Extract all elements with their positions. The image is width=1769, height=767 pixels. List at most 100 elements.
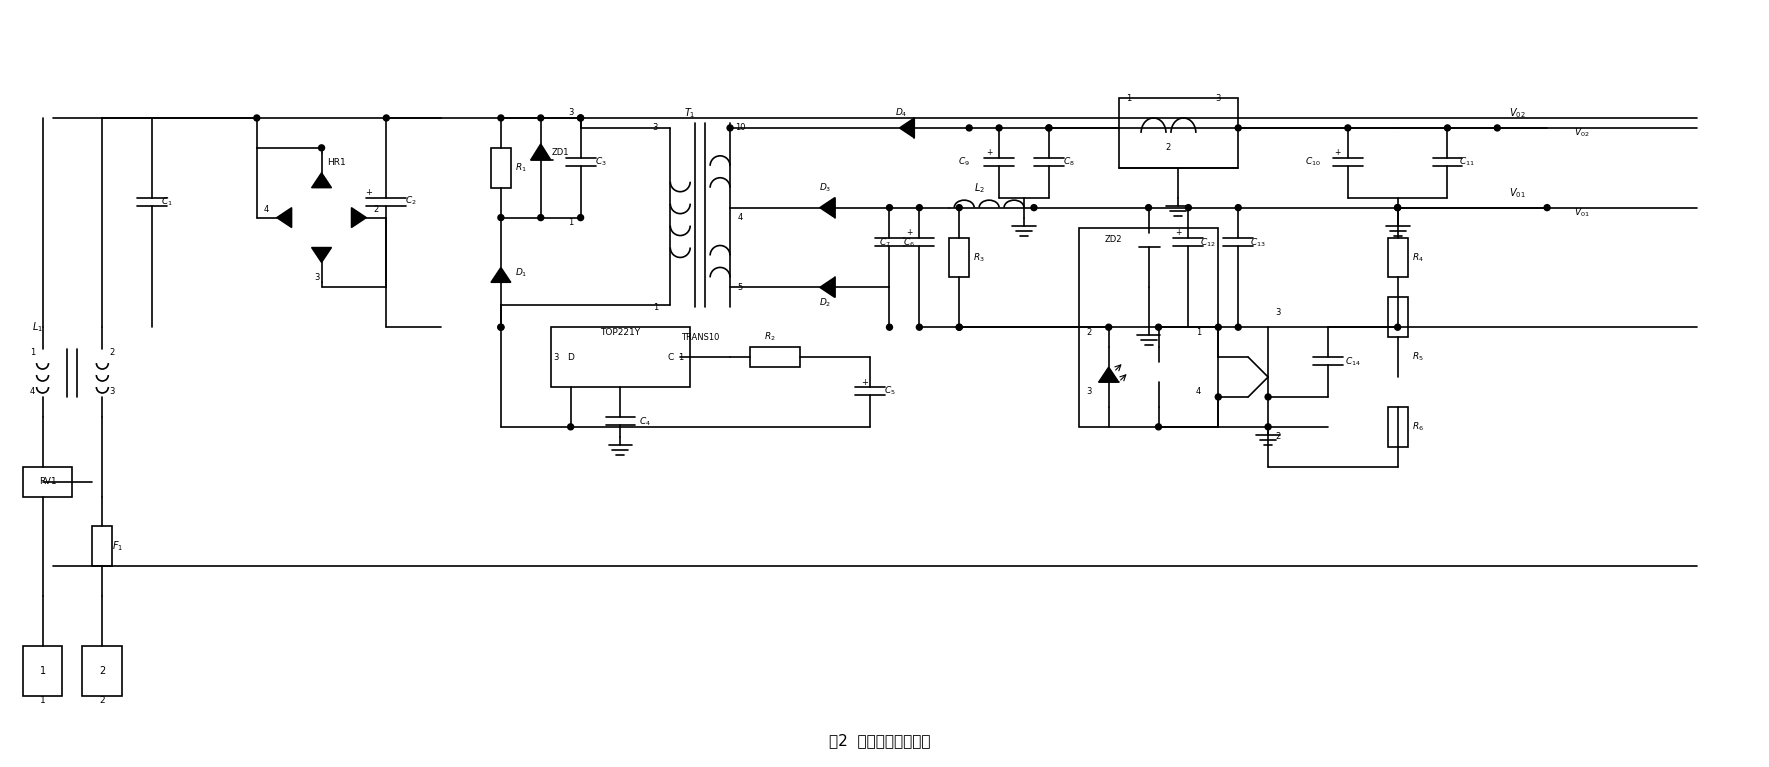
Circle shape bbox=[497, 115, 504, 121]
Text: $C_{13}$: $C_{13}$ bbox=[1251, 236, 1267, 249]
Circle shape bbox=[1235, 324, 1242, 331]
Text: +: + bbox=[906, 228, 913, 237]
Circle shape bbox=[578, 115, 584, 121]
Circle shape bbox=[916, 205, 922, 211]
Text: 图2  仪表开关电源电路: 图2 仪表开关电源电路 bbox=[828, 733, 930, 748]
Bar bbox=[750, 347, 800, 367]
Polygon shape bbox=[492, 268, 511, 282]
Bar bbox=[1387, 238, 1408, 278]
Circle shape bbox=[1394, 324, 1401, 331]
Circle shape bbox=[1544, 205, 1550, 211]
Bar bbox=[550, 328, 690, 387]
Text: 2: 2 bbox=[373, 205, 379, 214]
Circle shape bbox=[497, 324, 504, 331]
Text: +: + bbox=[364, 188, 371, 197]
Text: 1: 1 bbox=[39, 696, 46, 706]
Circle shape bbox=[1146, 324, 1152, 331]
Text: $V_{02}$: $V_{02}$ bbox=[1574, 127, 1590, 139]
Text: $R_5$: $R_5$ bbox=[1412, 351, 1424, 364]
Text: $R_1$: $R_1$ bbox=[515, 162, 527, 174]
Circle shape bbox=[1215, 324, 1221, 331]
Polygon shape bbox=[1139, 232, 1159, 248]
Circle shape bbox=[1215, 394, 1221, 400]
Text: 3: 3 bbox=[1215, 94, 1221, 103]
Circle shape bbox=[957, 205, 962, 211]
Text: 2: 2 bbox=[1275, 433, 1281, 441]
Circle shape bbox=[1235, 205, 1242, 211]
Text: $C_{10}$: $C_{10}$ bbox=[1306, 156, 1321, 168]
Text: $C_5$: $C_5$ bbox=[883, 385, 895, 397]
Circle shape bbox=[568, 424, 573, 430]
Text: $D_2$: $D_2$ bbox=[819, 296, 831, 308]
Circle shape bbox=[538, 215, 543, 221]
Bar bbox=[23, 466, 73, 496]
Text: 10: 10 bbox=[734, 123, 745, 133]
Text: 2: 2 bbox=[1166, 143, 1171, 153]
Text: $V_{01}$: $V_{01}$ bbox=[1574, 206, 1590, 219]
Text: $C_{12}$: $C_{12}$ bbox=[1201, 236, 1215, 249]
Bar bbox=[1387, 407, 1408, 446]
Circle shape bbox=[1185, 205, 1191, 211]
Bar bbox=[1079, 228, 1219, 427]
Text: $V_{02}$: $V_{02}$ bbox=[1509, 106, 1525, 120]
Text: $C_6$: $C_6$ bbox=[904, 236, 915, 249]
Bar bbox=[492, 148, 511, 188]
Text: +: + bbox=[862, 377, 869, 387]
Polygon shape bbox=[1099, 367, 1118, 382]
Circle shape bbox=[538, 115, 543, 121]
Polygon shape bbox=[1268, 328, 1329, 427]
Text: $F_1$: $F_1$ bbox=[111, 539, 122, 553]
Text: $C_7$: $C_7$ bbox=[879, 236, 890, 249]
Text: 1: 1 bbox=[1127, 94, 1130, 103]
Circle shape bbox=[1146, 205, 1152, 211]
Circle shape bbox=[318, 145, 324, 151]
Text: +: + bbox=[1334, 148, 1341, 157]
Circle shape bbox=[957, 324, 962, 331]
Text: $R_2$: $R_2$ bbox=[764, 331, 777, 344]
Text: $C_4$: $C_4$ bbox=[639, 416, 651, 428]
Text: +: + bbox=[985, 148, 992, 157]
Circle shape bbox=[1045, 125, 1053, 131]
Circle shape bbox=[996, 125, 1001, 131]
Circle shape bbox=[1394, 205, 1401, 211]
Circle shape bbox=[727, 125, 732, 131]
Text: 3: 3 bbox=[653, 123, 658, 133]
Circle shape bbox=[578, 215, 584, 221]
Text: $C_1$: $C_1$ bbox=[161, 196, 173, 208]
Text: $C_3$: $C_3$ bbox=[594, 156, 607, 168]
Circle shape bbox=[497, 324, 504, 331]
Text: 2: 2 bbox=[99, 696, 104, 706]
Text: $V_{01}$: $V_{01}$ bbox=[1509, 186, 1525, 199]
Text: 3: 3 bbox=[568, 108, 573, 117]
Polygon shape bbox=[276, 208, 292, 228]
Text: $C_9$: $C_9$ bbox=[959, 156, 969, 168]
Circle shape bbox=[578, 115, 584, 121]
Polygon shape bbox=[1548, 198, 1617, 228]
Polygon shape bbox=[531, 144, 550, 160]
Circle shape bbox=[1155, 424, 1162, 430]
Text: 1: 1 bbox=[678, 353, 683, 361]
Polygon shape bbox=[311, 248, 331, 262]
Text: $R_3$: $R_3$ bbox=[973, 252, 985, 264]
Text: 4: 4 bbox=[264, 205, 269, 214]
Polygon shape bbox=[899, 118, 915, 138]
Text: $D_1$: $D_1$ bbox=[515, 266, 527, 278]
Bar bbox=[83, 646, 122, 696]
Circle shape bbox=[1106, 324, 1111, 331]
Text: 3: 3 bbox=[554, 353, 559, 361]
Circle shape bbox=[1185, 324, 1191, 331]
Text: 3: 3 bbox=[1275, 308, 1281, 317]
Bar bbox=[92, 526, 111, 566]
Text: 3: 3 bbox=[110, 387, 115, 397]
Circle shape bbox=[1445, 125, 1451, 131]
Text: 3: 3 bbox=[313, 273, 318, 282]
Text: 2: 2 bbox=[99, 666, 106, 676]
Text: 3: 3 bbox=[1086, 387, 1091, 397]
Text: $C_2$: $C_2$ bbox=[405, 194, 417, 207]
Text: 2: 2 bbox=[110, 347, 115, 357]
Circle shape bbox=[1235, 125, 1242, 131]
Polygon shape bbox=[352, 208, 366, 228]
Text: $D_3$: $D_3$ bbox=[819, 182, 831, 194]
Circle shape bbox=[886, 205, 893, 211]
Text: 4: 4 bbox=[1196, 387, 1201, 397]
